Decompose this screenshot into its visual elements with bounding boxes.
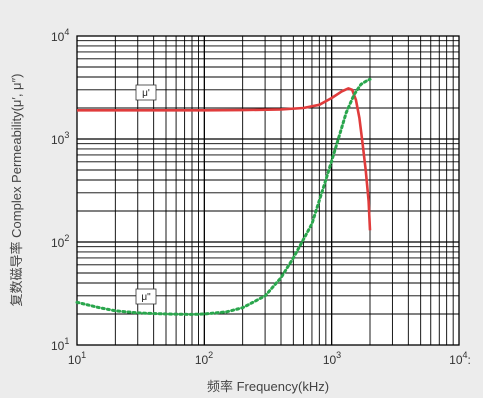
y-tick-label-3: 103 (51, 130, 69, 147)
series-label-mu-prime: μ' (135, 84, 157, 101)
series-mu-prime-line (77, 87, 372, 231)
y-tick-label-1: 101 (51, 336, 69, 353)
series-mu-double-prime-line (75, 77, 372, 316)
series-label-mu-prime-box (135, 84, 157, 101)
x-axis-label: 频率 Frequency(kHz) (207, 379, 329, 394)
x-tick-label-4: 104: (449, 350, 471, 367)
grid-minor (77, 36, 459, 345)
y-axis-label: 复数磁导率 Complex Permeability(μ′, μ″) (9, 74, 24, 307)
series-label-mu-double-prime-box (135, 288, 157, 305)
series-label-mu-double-prime: μ" (135, 288, 157, 305)
grid-major (77, 36, 459, 345)
plot-background (77, 36, 459, 345)
series-label-mu-double-prime-text: μ" (141, 292, 151, 303)
series-label-mu-prime-text: μ' (142, 88, 150, 99)
y-tick-label-4: 104 (51, 27, 69, 44)
plot-frame (76, 35, 460, 346)
x-tick-label-1: 101 (68, 350, 86, 367)
x-tick-label-3: 103 (323, 350, 341, 367)
x-tick-label-2: 102 (195, 350, 213, 367)
y-tick-label-2: 102 (51, 233, 69, 250)
